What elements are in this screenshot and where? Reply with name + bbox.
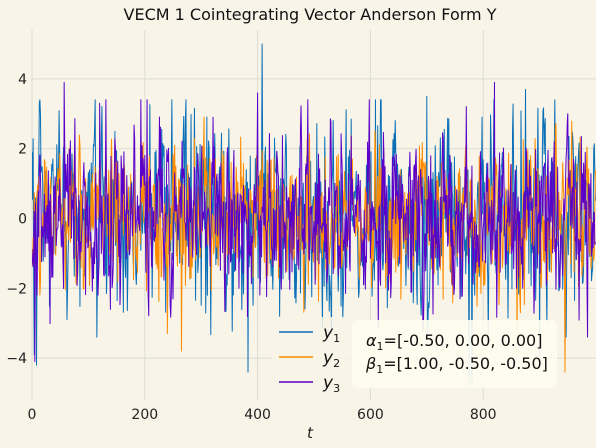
x-tick-label: 600: [357, 407, 384, 423]
plot-area: [32, 43, 596, 387]
y-tick-label: −4: [6, 351, 27, 367]
y-tick-label: 4: [18, 72, 27, 88]
y-tick-label: −2: [6, 281, 27, 297]
annotation-alpha: α1=[-0.50, 0.00, 0.00]: [366, 331, 542, 353]
y-tick-label: 0: [18, 211, 27, 227]
x-axis-label: t: [307, 424, 314, 442]
legend-label-y1: y1: [322, 323, 340, 345]
legend: y1 y2 y3: [271, 317, 351, 396]
y-tick-label: 2: [18, 142, 27, 158]
alpha-subscript: 1: [377, 340, 384, 353]
beta-subscript: 1: [376, 363, 383, 376]
alpha-values: =[-0.50, 0.00, 0.00]: [384, 331, 543, 350]
chart-title: VECM 1 Cointegrating Vector Anderson For…: [124, 5, 497, 24]
series-line-y3: [32, 81, 596, 363]
x-tick-label: 800: [470, 407, 497, 423]
legend-label-y3: y3: [322, 373, 340, 395]
parameter-annotation: α1=[-0.50, 0.00, 0.00] β1=[1.00, -0.50, …: [352, 320, 557, 388]
annotation-beta: β1=[1.00, -0.50, -0.50]: [365, 354, 548, 376]
beta-values: =[1.00, -0.50, -0.50]: [383, 354, 548, 373]
alpha-symbol: α: [366, 331, 377, 350]
legend-label-y2: y2: [322, 348, 340, 370]
x-tick-label: 400: [244, 407, 271, 423]
x-tick-label: 200: [131, 407, 158, 423]
x-tick-label: 0: [28, 407, 37, 423]
y-axis-ticks: −4 −2 0 2 4: [6, 72, 27, 367]
beta-symbol: β: [365, 354, 376, 373]
x-axis-ticks: 0 200 400 600 800: [28, 407, 497, 423]
annotation-box: [352, 320, 557, 388]
